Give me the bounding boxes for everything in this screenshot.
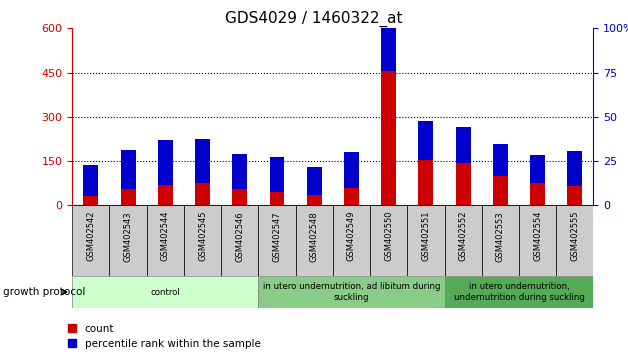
Bar — [84, 165, 98, 196]
Bar — [530, 155, 545, 183]
Text: GSM402548: GSM402548 — [310, 211, 319, 262]
Text: GSM402552: GSM402552 — [458, 211, 468, 262]
FancyBboxPatch shape — [408, 205, 445, 276]
Bar — [418, 121, 433, 160]
Text: GSM402542: GSM402542 — [86, 211, 95, 262]
Bar — [493, 176, 508, 205]
Text: GSM402544: GSM402544 — [161, 211, 170, 262]
FancyBboxPatch shape — [258, 276, 445, 308]
FancyBboxPatch shape — [370, 205, 408, 276]
Text: GDS4029 / 1460322_at: GDS4029 / 1460322_at — [225, 11, 403, 27]
Bar — [121, 150, 136, 189]
Bar — [381, 71, 396, 205]
Text: in utero undernutrition,
undernutrition during suckling: in utero undernutrition, undernutrition … — [453, 282, 585, 302]
Bar — [567, 151, 582, 186]
Text: control: control — [151, 287, 180, 297]
FancyBboxPatch shape — [72, 276, 258, 308]
Bar — [158, 185, 173, 205]
Bar — [306, 167, 322, 195]
Bar — [269, 156, 284, 192]
FancyBboxPatch shape — [258, 205, 296, 276]
Bar — [418, 160, 433, 205]
Text: GSM402549: GSM402549 — [347, 211, 356, 262]
Text: GSM402553: GSM402553 — [496, 211, 505, 262]
Bar — [530, 183, 545, 205]
Bar — [121, 189, 136, 205]
FancyBboxPatch shape — [445, 276, 593, 308]
Bar — [344, 188, 359, 205]
Text: GSM402550: GSM402550 — [384, 211, 393, 262]
FancyBboxPatch shape — [482, 205, 519, 276]
Bar — [195, 183, 210, 205]
Bar — [84, 196, 98, 205]
Bar — [195, 139, 210, 183]
Bar — [269, 192, 284, 205]
Text: growth protocol: growth protocol — [3, 287, 85, 297]
FancyBboxPatch shape — [184, 205, 221, 276]
FancyBboxPatch shape — [109, 205, 147, 276]
Legend: count, percentile rank within the sample: count, percentile rank within the sample — [68, 324, 261, 349]
FancyBboxPatch shape — [147, 205, 184, 276]
FancyBboxPatch shape — [221, 205, 258, 276]
Bar — [158, 141, 173, 185]
Text: GSM402547: GSM402547 — [273, 211, 281, 262]
Text: GSM402555: GSM402555 — [570, 211, 580, 262]
Bar — [456, 127, 470, 162]
Text: GSM402545: GSM402545 — [198, 211, 207, 262]
Bar — [306, 195, 322, 205]
FancyBboxPatch shape — [72, 205, 109, 276]
FancyBboxPatch shape — [296, 205, 333, 276]
FancyBboxPatch shape — [519, 205, 556, 276]
Bar — [493, 144, 508, 176]
FancyBboxPatch shape — [556, 205, 593, 276]
Bar — [232, 154, 247, 189]
Text: GSM402551: GSM402551 — [421, 211, 430, 262]
Bar — [567, 186, 582, 205]
Bar — [232, 189, 247, 205]
Text: GSM402554: GSM402554 — [533, 211, 542, 262]
FancyBboxPatch shape — [445, 205, 482, 276]
Bar — [344, 152, 359, 188]
Bar — [381, 0, 396, 71]
Text: GSM402543: GSM402543 — [124, 211, 133, 262]
Text: GSM402546: GSM402546 — [236, 211, 244, 262]
Bar — [456, 162, 470, 205]
FancyBboxPatch shape — [333, 205, 370, 276]
Text: in utero undernutrition, ad libitum during
suckling: in utero undernutrition, ad libitum duri… — [263, 282, 440, 302]
